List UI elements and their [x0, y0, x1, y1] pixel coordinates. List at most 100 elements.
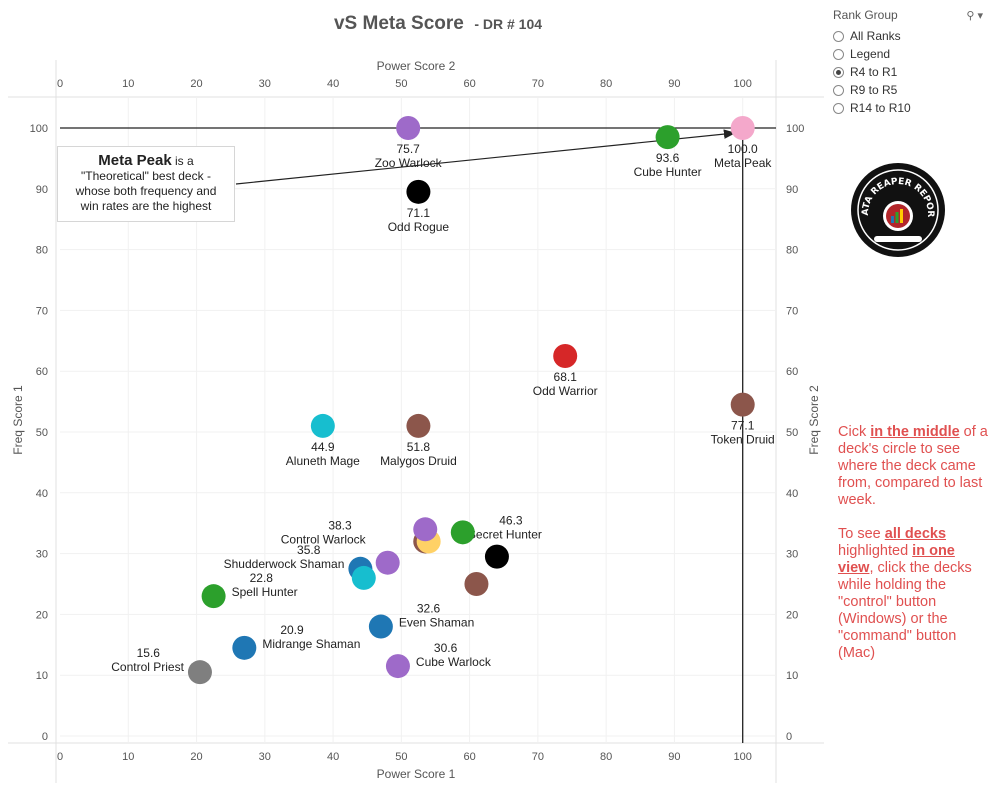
- x-tick-label-bottom: 10: [122, 751, 134, 763]
- note-paragraph-1: Cick in the middle of a deck's circle to…: [838, 424, 988, 508]
- rank-option[interactable]: All Ranks: [833, 27, 983, 45]
- radio-button[interactable]: [833, 30, 844, 42]
- radio-button[interactable]: [833, 66, 844, 78]
- point-score-label: 38.3: [328, 519, 352, 533]
- point-name-label: Control Priest: [111, 660, 184, 674]
- rank-option-label: R4 to R1: [850, 65, 898, 79]
- point-name-label: Even Shaman: [399, 616, 474, 630]
- rank-option-label: All Ranks: [850, 29, 901, 43]
- radio-button[interactable]: [833, 48, 844, 60]
- point-name-label: Shudderwock Shaman: [224, 557, 345, 571]
- point-name-label: Spell Hunter: [232, 585, 298, 599]
- data-point[interactable]: [655, 125, 680, 150]
- point-score-label: 77.1: [731, 419, 755, 433]
- y-axis-title-left: Freq Score 1: [11, 385, 25, 455]
- point-name-label: Token Druid: [711, 433, 775, 447]
- point-name-label: Control Warlock: [281, 533, 367, 547]
- x-tick-label-top: 60: [463, 78, 475, 90]
- y-tick-label-right: 80: [786, 245, 798, 257]
- data-point[interactable]: [450, 520, 475, 545]
- y-tick-label-right: 70: [786, 305, 798, 317]
- rank-option[interactable]: R4 to R1: [833, 63, 983, 81]
- point-score-label: 93.6: [656, 151, 680, 165]
- data-point[interactable]: [730, 116, 755, 140]
- data-point[interactable]: [484, 544, 509, 569]
- data-point[interactable]: [375, 550, 400, 575]
- x-tick-label-bottom: 40: [327, 751, 339, 763]
- data-point[interactable]: [730, 392, 755, 417]
- y-tick-label-right: 50: [786, 427, 798, 439]
- search-dropdown-icon[interactable]: ⚲ ▾: [966, 9, 983, 22]
- y-tick-label-right: 90: [786, 184, 798, 196]
- point-name-label: Malygos Druid: [380, 454, 457, 468]
- point-name-label: Midrange Shaman: [262, 637, 360, 651]
- data-point[interactable]: [368, 614, 393, 639]
- arrow-line: [235, 129, 736, 185]
- y-tick-label-right: 0: [786, 731, 792, 743]
- point-name-label: Zoo Warlock: [375, 156, 443, 170]
- y-tick-label-left: 80: [36, 245, 48, 257]
- point-score-label: 46.3: [499, 514, 523, 528]
- y-tick-label-left: 70: [36, 305, 48, 317]
- radio-button[interactable]: [833, 102, 844, 114]
- data-point[interactable]: [201, 584, 226, 609]
- chart-title: vS Meta Score - DR # 104: [334, 13, 542, 34]
- x-axis-title-bottom: Power Score 1: [377, 767, 456, 781]
- rank-option-label: R9 to R5: [850, 83, 898, 97]
- x-axis-title-top: Power Score 2: [377, 59, 456, 73]
- rank-option[interactable]: R9 to R5: [833, 81, 983, 99]
- data-point[interactable]: [406, 179, 431, 204]
- x-tick-label-bottom: 0: [57, 751, 63, 763]
- callout-arrow: [235, 129, 736, 185]
- data-point[interactable]: [413, 517, 438, 542]
- x-tick-label-bottom: 20: [190, 751, 202, 763]
- point-score-label: 32.6: [417, 602, 441, 616]
- y-tick-label-left: 40: [36, 488, 48, 500]
- y-tick-label-right: 100: [786, 123, 804, 135]
- y-tick-label-right: 20: [786, 609, 798, 621]
- y-tick-label-right: 10: [786, 670, 798, 682]
- data-point[interactable]: [187, 660, 212, 685]
- data-point[interactable]: [396, 116, 421, 140]
- y-axis-title-right: Freq Score 2: [807, 385, 821, 455]
- callout-line3: whose both frequency and: [75, 184, 217, 198]
- x-tick-label-bottom: 30: [259, 751, 271, 763]
- point-name-label: Secret Hunter: [468, 528, 542, 542]
- x-tick-label-bottom: 70: [532, 751, 544, 763]
- point-name-label: Odd Rogue: [388, 220, 450, 234]
- x-tick-label-bottom: 60: [463, 751, 475, 763]
- data-reaper-logo: DATA REAPER REPORT: [850, 162, 945, 257]
- radio-button[interactable]: [833, 84, 844, 96]
- filter-title: Rank Group: [833, 8, 898, 22]
- x-tick-label-bottom: 80: [600, 751, 612, 763]
- rank-group-filter: Rank Group ⚲ ▾ All Ranks Legend R4 to R1 R9…: [833, 8, 983, 117]
- point-score-label: 30.6: [434, 641, 458, 655]
- point-score-label: 44.9: [311, 440, 335, 454]
- point-name-label: Cube Warlock: [416, 655, 492, 669]
- data-point[interactable]: [406, 413, 431, 438]
- x-tick-label-top: 30: [259, 78, 271, 90]
- y-tick-label-right: 40: [786, 488, 798, 500]
- meta-peak-callout: Meta Peak is a "Theoretical" best deck -…: [57, 146, 235, 222]
- rank-option[interactable]: Legend: [833, 45, 983, 63]
- rank-option[interactable]: R14 to R10: [833, 99, 983, 117]
- data-point[interactable]: [385, 654, 410, 679]
- x-tick-label-bottom: 50: [395, 751, 407, 763]
- x-tick-label-top: 80: [600, 78, 612, 90]
- y-tick-label-left: 0: [42, 731, 48, 743]
- point-score-label: 22.8: [250, 571, 274, 585]
- data-point[interactable]: [464, 572, 489, 596]
- y-tick-label-left: 20: [36, 609, 48, 621]
- data-point[interactable]: [310, 413, 335, 438]
- callout-line2: "Theoretical" best deck -: [81, 169, 211, 183]
- rank-option-label: R14 to R10: [850, 101, 911, 115]
- data-point[interactable]: [232, 635, 257, 660]
- radio-list: All Ranks Legend R4 to R1 R9 to R5 R14 to R1…: [833, 27, 983, 117]
- data-point[interactable]: [351, 565, 376, 590]
- data-point[interactable]: [553, 344, 578, 368]
- callout-bold: Meta Peak: [98, 152, 172, 169]
- point-name-label: Odd Warrior: [533, 384, 598, 398]
- point-score-label: 15.6: [137, 646, 161, 660]
